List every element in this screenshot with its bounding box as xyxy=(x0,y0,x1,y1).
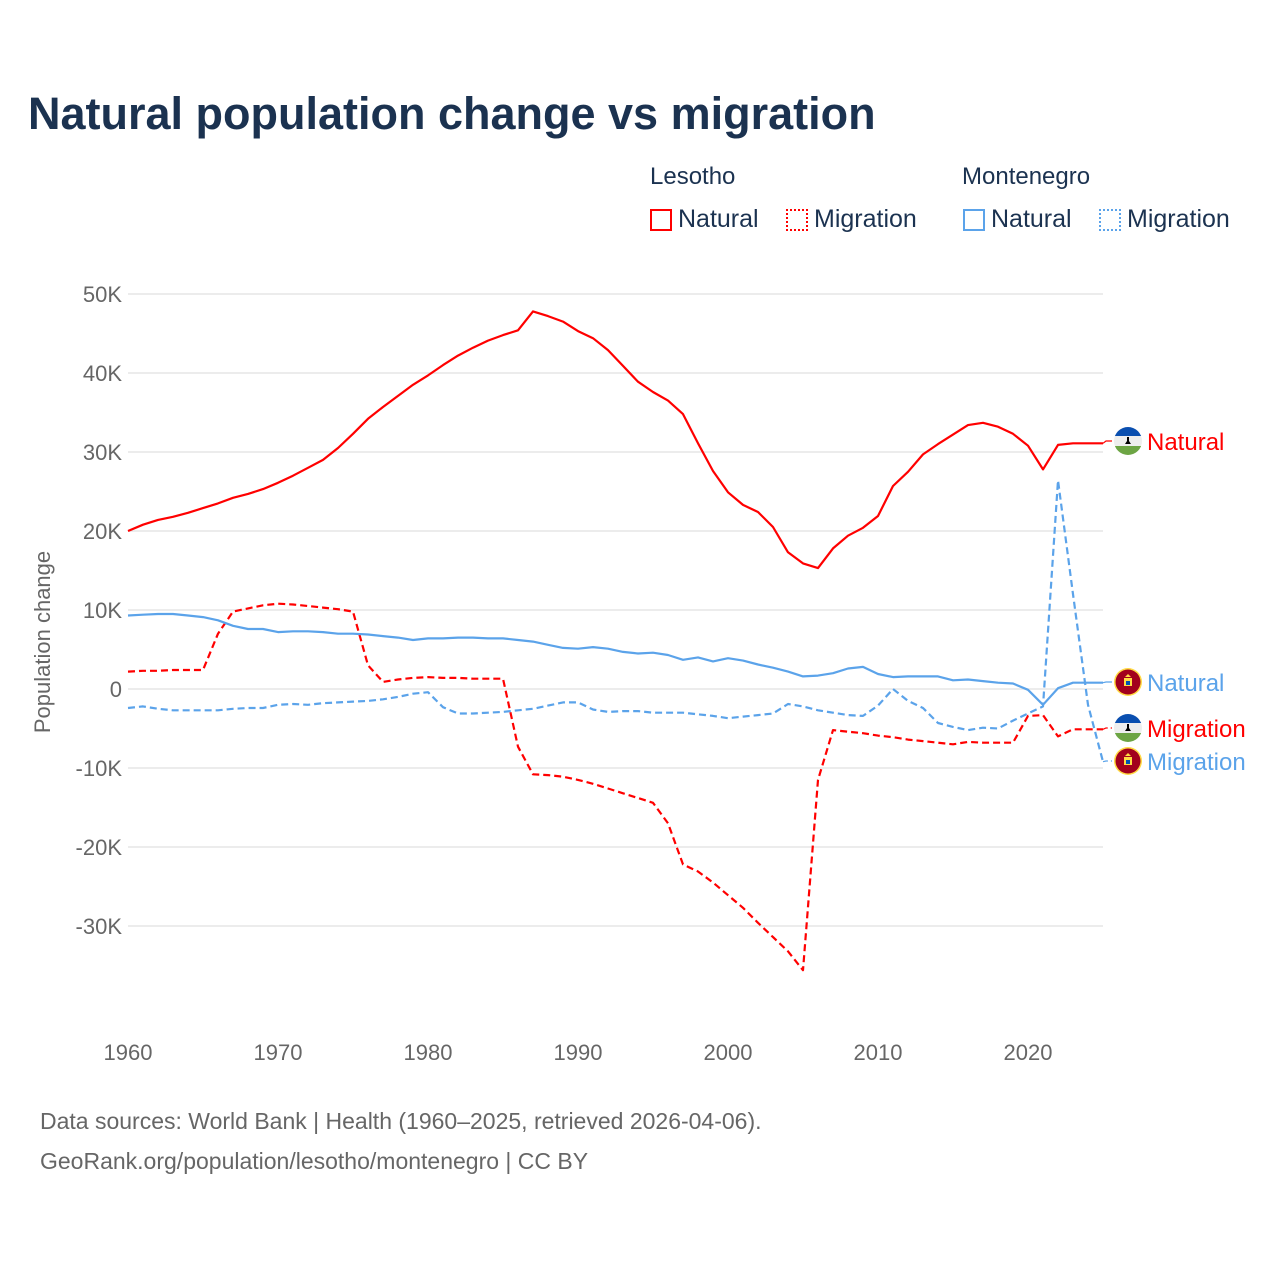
legend-montenegro-natural[interactable]: Natural xyxy=(963,205,1072,234)
footer-link[interactable]: GeoRank.org/population/lesotho/montenegr… xyxy=(40,1148,589,1174)
y-tick-label: -30K xyxy=(76,914,123,939)
end-label: Natural xyxy=(1147,670,1224,697)
y-tick-label: 20K xyxy=(83,519,122,544)
legend-montenegro-migration[interactable]: Migration xyxy=(1099,205,1230,234)
series-line-montenegro-migration xyxy=(127,479,1105,762)
legend-swatch-dotted-icon xyxy=(786,208,808,231)
x-tick-label: 1970 xyxy=(254,1040,303,1065)
footer-sources: Data sources: World Bank | Health (1960–… xyxy=(40,1108,762,1134)
x-tick-label: 1960 xyxy=(104,1040,153,1065)
legend-group-montenegro: Montenegro xyxy=(962,163,1091,190)
x-tick-label: 1990 xyxy=(554,1040,603,1065)
montenegro-flag-icon xyxy=(1114,668,1142,696)
end-connector xyxy=(1102,681,1112,684)
y-tick-label: -10K xyxy=(76,756,123,781)
end-label: Natural xyxy=(1147,429,1224,456)
y-tick-label: 0 xyxy=(110,677,122,702)
legend-swatch-dotted-icon xyxy=(1099,208,1121,231)
x-tick-label: 2010 xyxy=(854,1040,903,1065)
legend-label: Natural xyxy=(678,205,759,233)
legend-swatch-solid-icon xyxy=(963,208,985,231)
end-connector xyxy=(1102,727,1112,730)
chart-title: Natural population change vs migration xyxy=(28,88,876,139)
end-label: Migration xyxy=(1147,749,1246,776)
y-tick-label: 30K xyxy=(83,440,122,465)
y-tick-label: -20K xyxy=(76,835,123,860)
lesotho-flag-icon xyxy=(1114,714,1142,742)
legend-lesotho-migration[interactable]: Migration xyxy=(786,205,917,234)
end-connector xyxy=(1102,760,1112,763)
legend-lesotho-natural[interactable]: Natural xyxy=(650,205,759,234)
x-tick-label: 1980 xyxy=(404,1040,453,1065)
y-tick-label: 50K xyxy=(83,282,122,307)
montenegro-flag-icon xyxy=(1114,747,1142,775)
x-tick-label: 2020 xyxy=(1004,1040,1053,1065)
series-line-montenegro-natural xyxy=(127,612,1103,706)
y-tick-label: 10K xyxy=(83,598,122,623)
legend-label: Migration xyxy=(1127,205,1230,233)
legend-group-lesotho: Lesotho xyxy=(650,163,736,190)
legend-swatch-solid-icon xyxy=(650,208,672,231)
end-connector xyxy=(1102,440,1112,444)
series-line-lesotho-natural xyxy=(127,310,1103,570)
series-line-lesotho-migration xyxy=(127,602,1103,972)
lesotho-flag-icon xyxy=(1114,427,1142,455)
legend-label: Natural xyxy=(991,205,1072,233)
end-label: Migration xyxy=(1147,716,1246,743)
y-axis-label: Population change xyxy=(30,551,55,733)
legend-label: Migration xyxy=(814,205,917,233)
y-tick-label: 40K xyxy=(83,361,122,386)
x-tick-label: 2000 xyxy=(704,1040,753,1065)
